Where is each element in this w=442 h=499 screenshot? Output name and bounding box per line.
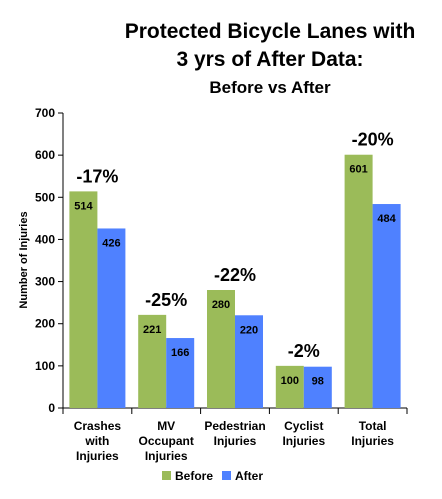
y-tick-label: 0	[48, 401, 55, 415]
bar-value-label: 98	[312, 376, 324, 388]
category-label: Cyclist	[284, 419, 323, 433]
bar-value-label: 280	[212, 299, 230, 311]
y-axis-label: Number of Injuries	[18, 211, 30, 308]
category-label: Injuries	[282, 434, 325, 448]
bar-value-label: 100	[281, 375, 299, 387]
category-label: MV	[157, 419, 175, 433]
chart-title: Protected Bicycle Lanes with 3 yrs of Af…	[125, 20, 416, 97]
legend-label-after: After	[235, 469, 263, 483]
bar-value-label: 484	[377, 213, 396, 225]
category-label: Injuries	[351, 434, 394, 448]
title-line-2: 3 yrs of After Data:	[176, 48, 363, 71]
bar-value-label: 601	[349, 164, 367, 176]
bar-before	[138, 314, 167, 408]
title-line-1: Protected Bicycle Lanes with	[125, 20, 416, 43]
category-label: with	[84, 434, 109, 448]
y-tick-label: 500	[35, 190, 55, 204]
category-label: Total	[359, 419, 387, 433]
category-label: Injuries	[214, 434, 257, 448]
percent-change-label: -2%	[288, 341, 320, 361]
category-label: Injuries	[76, 449, 119, 463]
y-tick-label: 600	[35, 148, 55, 162]
y-tick-label: 100	[35, 359, 55, 373]
bar-before	[207, 290, 235, 408]
plot-area: 0 100 200 300 400 500 600 700 514 426 -17% Crashesw…	[35, 106, 408, 463]
bar-value-label: 166	[171, 347, 189, 359]
bar-after	[166, 338, 195, 408]
bar-before	[69, 191, 98, 408]
y-tick-label: 400	[35, 232, 55, 246]
title-line-3: Before vs After	[209, 78, 331, 97]
legend-label-before: Before	[175, 469, 213, 483]
bar-after	[303, 366, 332, 408]
bar-after	[97, 228, 126, 408]
percent-change-label: -25%	[145, 290, 187, 310]
bar-value-label: 221	[143, 324, 161, 336]
y-tick-label: 200	[35, 317, 55, 331]
bar-after	[235, 315, 263, 408]
percent-change-label: -22%	[214, 265, 256, 285]
y-tick-label: 700	[35, 106, 55, 120]
category-label: Crashes	[74, 419, 122, 433]
legend-swatch-after	[222, 471, 231, 480]
category-label: Occupant	[139, 434, 194, 448]
legend: Before After	[162, 469, 263, 483]
percent-change-label: -17%	[76, 166, 118, 186]
percent-change-label: -20%	[352, 130, 394, 150]
bar-value-label: 426	[102, 237, 120, 249]
y-tick-label: 300	[35, 275, 55, 289]
category-label: Pedestrian	[204, 419, 265, 433]
legend-swatch-before	[162, 471, 171, 480]
category-label: Injuries	[145, 449, 188, 463]
bar-value-label: 220	[240, 324, 258, 336]
bar-after	[372, 204, 401, 408]
bar-before	[344, 154, 373, 408]
bar-before	[275, 365, 304, 408]
bar-value-label: 514	[74, 200, 93, 212]
